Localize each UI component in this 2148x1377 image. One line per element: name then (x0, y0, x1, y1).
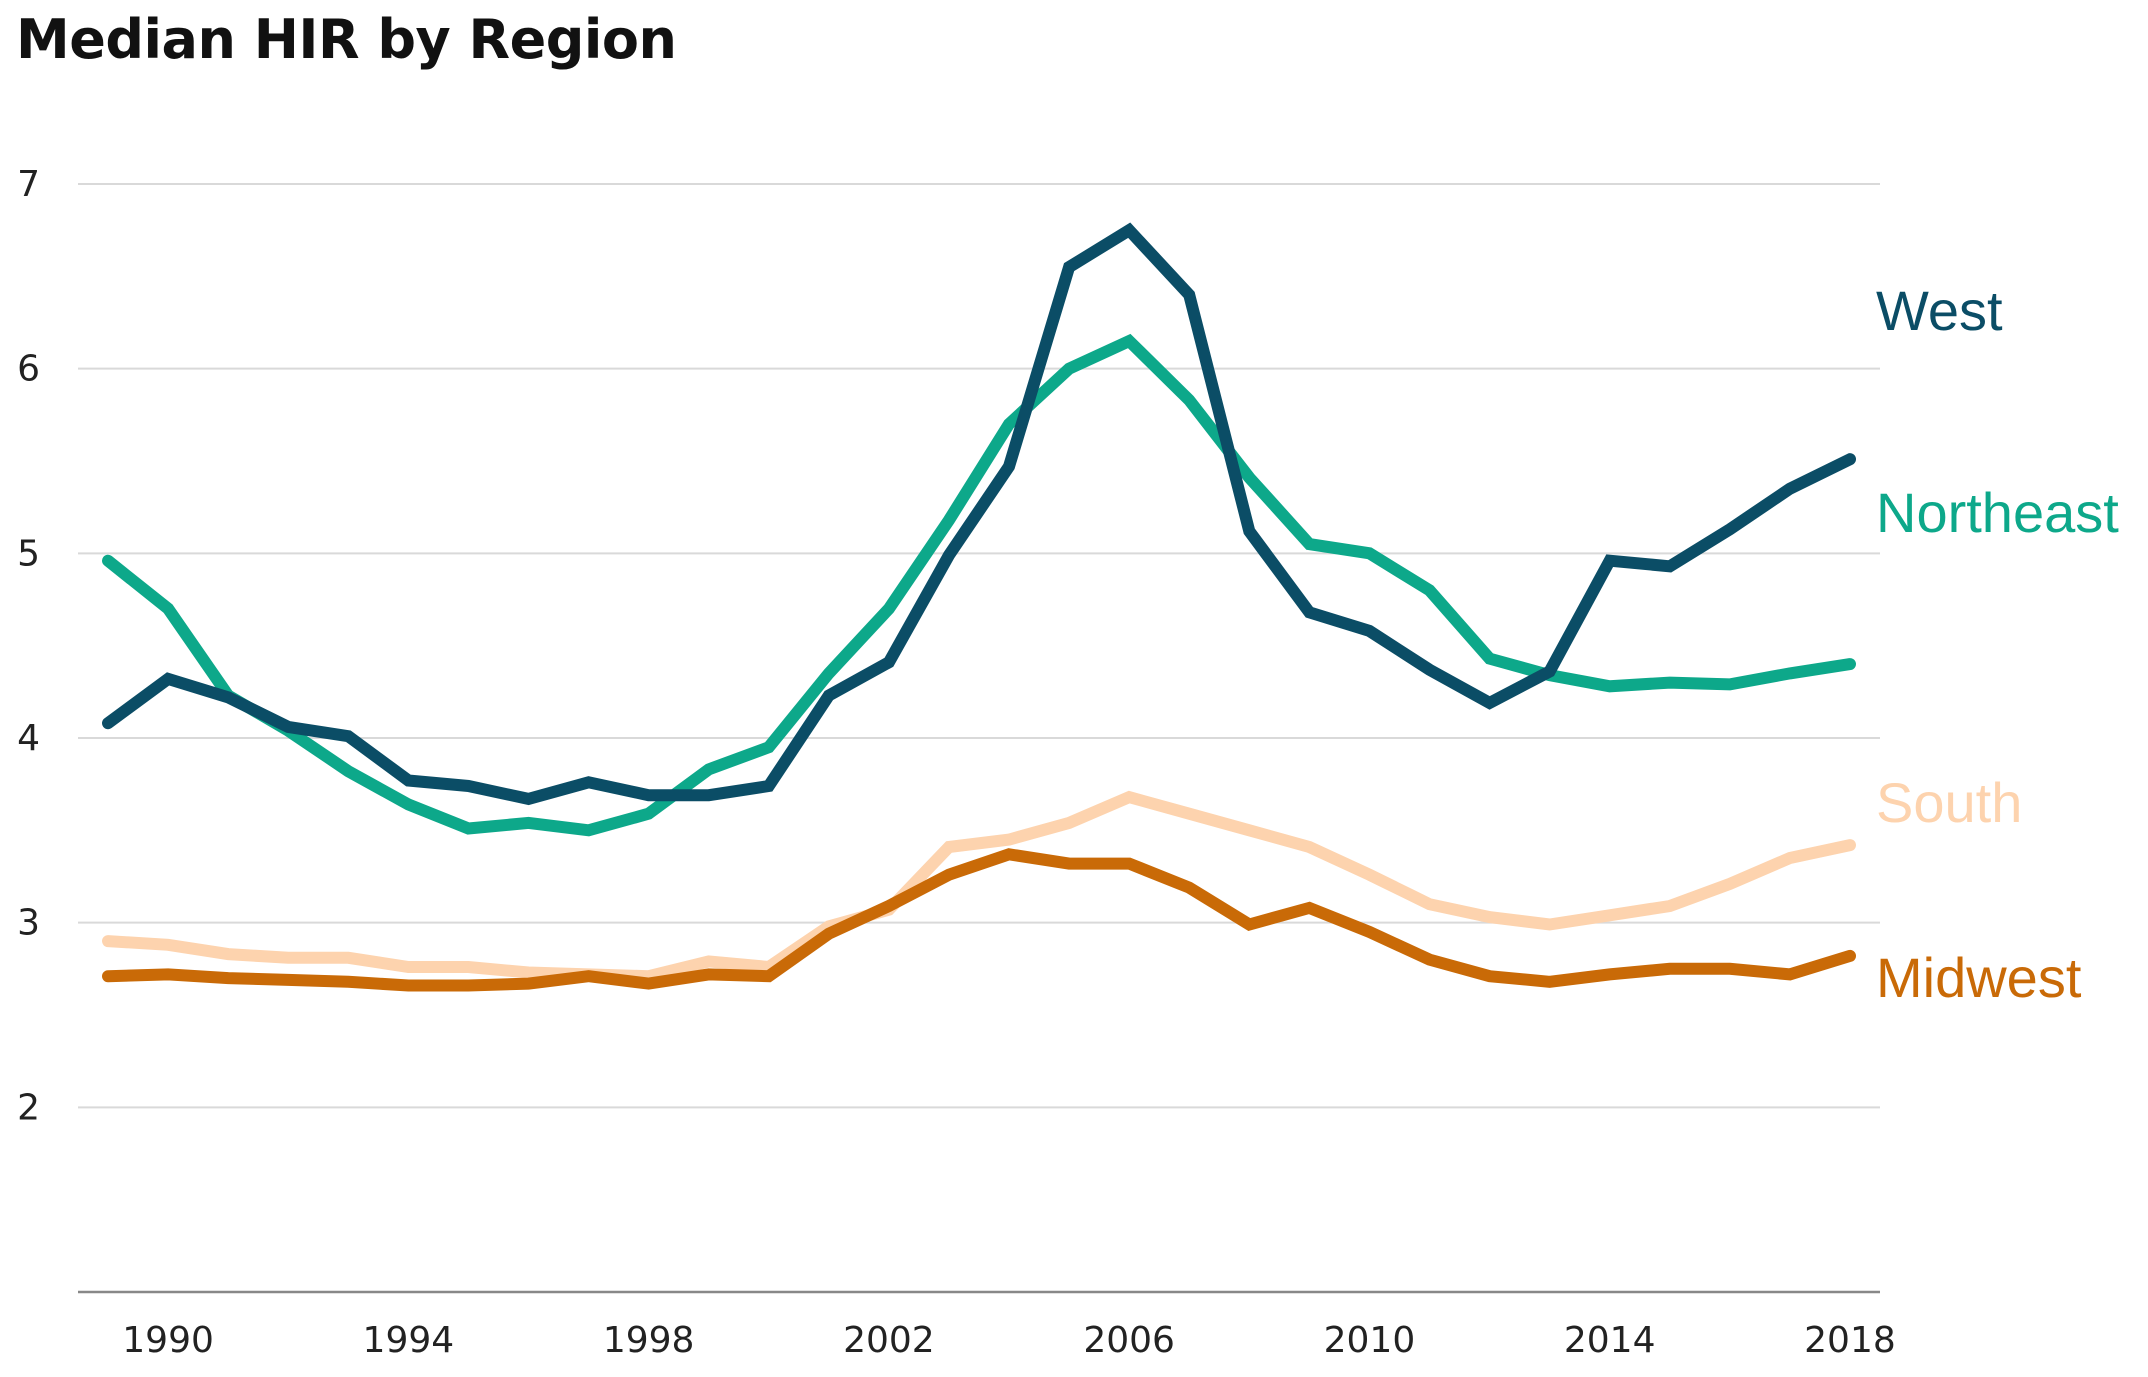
y-tick-label: 3 (17, 903, 40, 944)
chart-title: Median HIR by Region (16, 8, 677, 71)
y-tick-label: 5 (17, 533, 40, 574)
x-tick-label: 2018 (1804, 1320, 1896, 1361)
series-line-northeast (102, 333, 1856, 837)
series-label-west: West (1876, 279, 2003, 342)
series-line-south (102, 790, 1856, 983)
series-line-west (102, 222, 1856, 806)
series-label-south: South (1876, 771, 2022, 834)
x-tick-label: 1994 (363, 1320, 455, 1361)
y-tick-label: 2 (17, 1087, 40, 1128)
y-tick-label: 4 (17, 718, 40, 759)
series-label-northeast: Northeast (1876, 481, 2119, 544)
series-line-midwest (102, 848, 1856, 992)
x-tick-label: 2006 (1083, 1320, 1175, 1361)
series-labels: West Northeast South Midwest (1876, 279, 2119, 1009)
series-lines (102, 222, 1856, 992)
gridlines (78, 183, 1880, 1109)
x-tick-label: 1990 (122, 1320, 214, 1361)
x-tick-label: 2010 (1324, 1320, 1416, 1361)
x-axis: 2 3 4 5 6 7 1990 1994 1998 2002 2006 2010 2014 2018 (17, 164, 1896, 1361)
y-tick-label: 7 (17, 164, 40, 205)
x-tick-label: 2002 (843, 1320, 935, 1361)
y-tick-label: 6 (17, 349, 40, 390)
x-tick-label: 2014 (1564, 1320, 1656, 1361)
series-label-midwest: Midwest (1876, 946, 2082, 1009)
x-tick-label: 1998 (603, 1320, 695, 1361)
